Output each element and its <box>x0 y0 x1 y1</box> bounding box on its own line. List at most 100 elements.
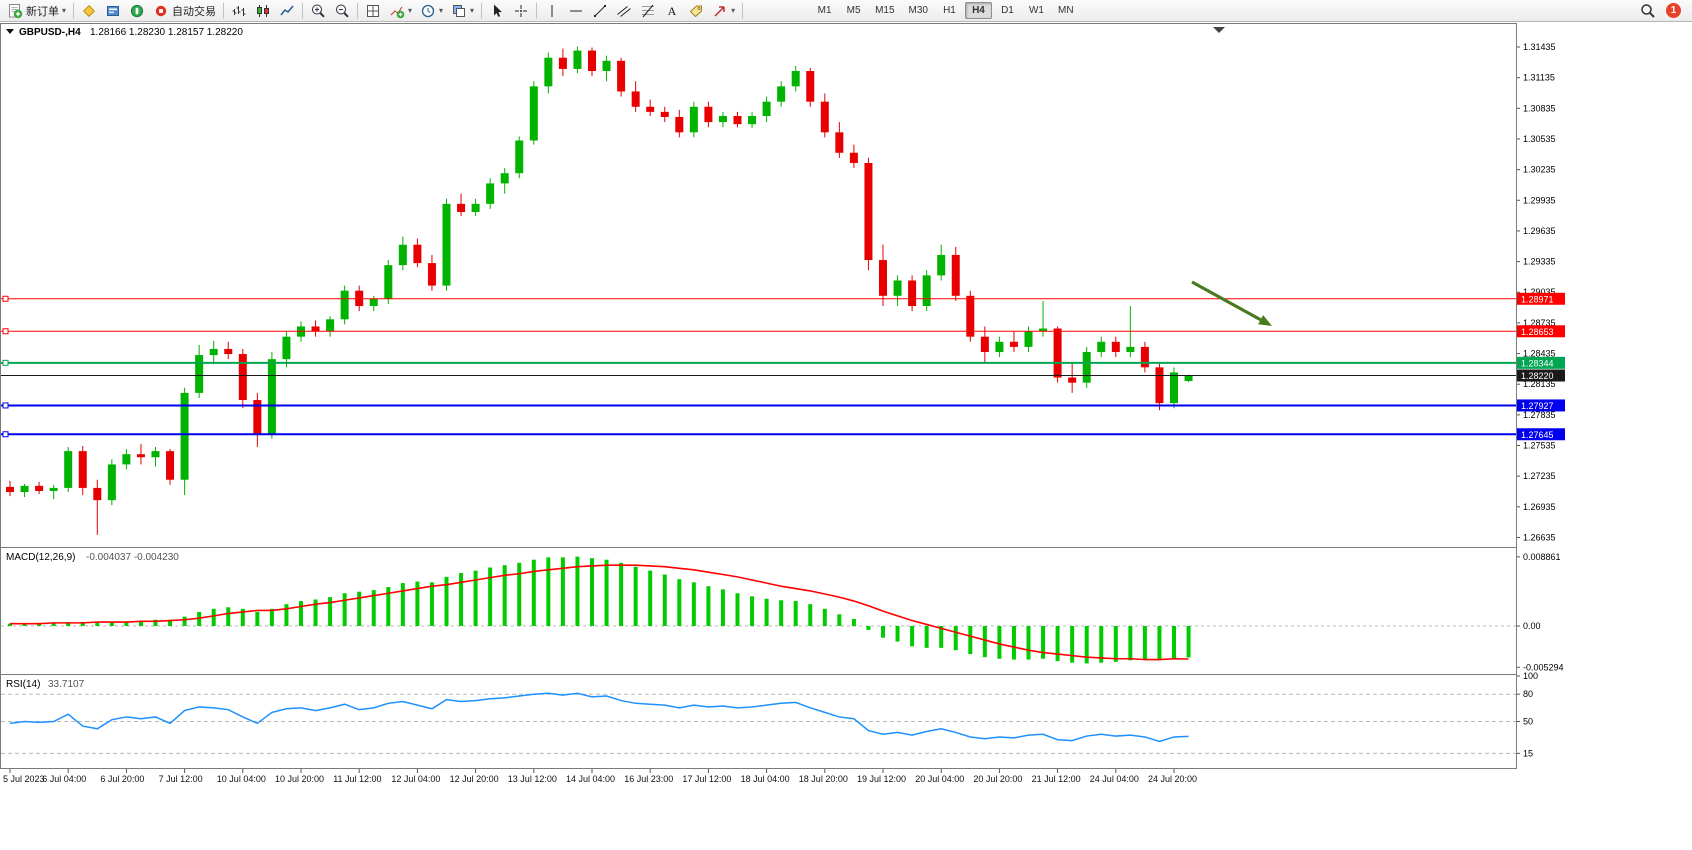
main-toolbar: 新订单 ▾ 自动交易 <box>0 0 1692 22</box>
metaeditor-button[interactable] <box>77 1 101 21</box>
horizontal-line-1.28344[interactable]: 1.28344 <box>1 356 1565 369</box>
line-chart-button[interactable] <box>275 1 299 21</box>
autotrading-label: 自动交易 <box>172 5 217 18</box>
timeframe-m5-button[interactable]: M5 <box>846 5 861 16</box>
timeframe-h1-button[interactable]: H1 <box>943 5 956 16</box>
horizontal-line-1.28653[interactable]: 1.28653 <box>1 325 1565 338</box>
arrow-objects-icon <box>714 5 725 17</box>
horizontal-line-1.27645[interactable]: 1.27645 <box>1 428 1565 441</box>
svg-text:1.27235: 1.27235 <box>1523 471 1556 481</box>
svg-text:GBPUSD-,H4: GBPUSD-,H4 <box>19 27 81 38</box>
chevron-down-icon: ▾ <box>439 5 444 15</box>
svg-text:12 Jul 04:00: 12 Jul 04:00 <box>391 774 440 784</box>
timeframe-w1-button[interactable]: W1 <box>1028 5 1044 16</box>
line-handle[interactable] <box>2 431 9 438</box>
new-order-button[interactable]: 新订单 ▾ <box>3 1 70 21</box>
svg-text:100: 100 <box>1523 671 1538 681</box>
line-chart-icon <box>280 5 294 15</box>
chart-title: GBPUSD-,H4 1.28166 1.28230 1.28157 1.2822… <box>6 27 243 38</box>
vertical-line-tool-button[interactable] <box>540 1 564 21</box>
timeframe-h4-button[interactable]: H4 <box>964 2 992 19</box>
indicators-button[interactable]: ▾ <box>385 1 416 21</box>
mobile-app-button[interactable] <box>125 1 149 21</box>
toolbar-separator <box>302 2 304 19</box>
bar-chart-button[interactable] <box>227 1 251 21</box>
trendline-tool-button[interactable] <box>588 1 612 21</box>
svg-text:5 Jul 2023: 5 Jul 2023 <box>3 774 45 784</box>
rsi-label: RSI(14) <box>6 679 40 690</box>
svg-text:10 Jul 20:00: 10 Jul 20:00 <box>275 774 324 784</box>
svg-text:1.29635: 1.29635 <box>1523 226 1556 236</box>
svg-text:1.30535: 1.30535 <box>1523 134 1556 144</box>
horizontal-line-1.28971[interactable]: 1.28971 <box>1 292 1565 305</box>
vertical-line-icon <box>551 4 553 17</box>
timeframe-mn-button[interactable]: MN <box>1057 5 1074 16</box>
arrows-tool-button[interactable]: ▾ <box>708 1 739 21</box>
zoom-in-icon <box>312 4 325 17</box>
line-handle[interactable] <box>2 402 9 409</box>
fibonacci-tool-button[interactable] <box>636 1 660 21</box>
svg-text:16 Jul 23:00: 16 Jul 23:00 <box>624 774 673 784</box>
timeframe-m30-button[interactable]: M30 <box>908 5 928 16</box>
notification-badge[interactable]: 1 <box>1666 3 1681 18</box>
indicators-icon <box>390 6 405 18</box>
tile-windows-button[interactable] <box>361 1 385 21</box>
svg-text:1.28435: 1.28435 <box>1523 349 1556 359</box>
chevron-down-icon: ▾ <box>470 5 475 15</box>
text-tool-button[interactable]: A <box>660 1 684 21</box>
candlesticks <box>6 46 1193 535</box>
search-icon[interactable] <box>1640 3 1656 19</box>
svg-text:1.30235: 1.30235 <box>1523 165 1556 175</box>
line-handle[interactable] <box>2 295 9 302</box>
candlestick-chart-button[interactable] <box>251 1 275 21</box>
current-price-line[interactable]: 1.28220 <box>1 369 1565 382</box>
terminal-button[interactable] <box>101 1 125 21</box>
text-icon: A <box>668 4 677 18</box>
timeframe-d1-button[interactable]: D1 <box>1001 5 1014 16</box>
symbol-menu-icon[interactable] <box>6 29 14 34</box>
toolbar-separator <box>73 2 75 19</box>
autotrading-status-icon <box>155 5 167 16</box>
price-axis: 1.31435 1.31135 1.30835 1.30535 1.30235 1.299… <box>1517 42 1556 542</box>
mobile-app-icon <box>130 4 144 17</box>
svg-text:6 Jul 20:00: 6 Jul 20:00 <box>100 774 144 784</box>
price-tag <box>1517 369 1565 382</box>
chart-shift-marker[interactable] <box>1213 27 1225 33</box>
zoom-in-button[interactable] <box>306 1 330 21</box>
crosshair-button[interactable] <box>509 1 533 21</box>
rsi-panel: 100 80 50 15 RSI(14) 33.7107 <box>1 671 1538 758</box>
zoom-out-button[interactable] <box>330 1 354 21</box>
periods-button[interactable]: ▾ <box>416 1 447 21</box>
svg-text:0.00: 0.00 <box>1523 621 1541 631</box>
terminal-icon <box>107 5 120 16</box>
svg-text:1.28735: 1.28735 <box>1523 318 1556 328</box>
svg-text:1.27645: 1.27645 <box>1521 430 1554 440</box>
svg-text:1.30835: 1.30835 <box>1523 103 1556 113</box>
trendline-icon <box>594 4 607 17</box>
horizontal-line-tool-button[interactable] <box>564 1 588 21</box>
channel-tool-button[interactable] <box>612 1 636 21</box>
trend-arrow[interactable] <box>1191 280 1272 326</box>
chart-canvas[interactable]: 1.31435 1.31135 1.30835 1.30535 1.30235 1.299… <box>0 22 1692 850</box>
bar-chart-icon <box>232 5 246 16</box>
line-handle[interactable] <box>2 359 9 366</box>
price-tag <box>1517 292 1565 305</box>
horizontal-line-1.27927[interactable]: 1.27927 <box>1 399 1565 412</box>
chevron-down-icon: ▾ <box>731 5 736 15</box>
svg-text:15: 15 <box>1523 748 1533 758</box>
svg-text:1.29335: 1.29335 <box>1523 257 1556 267</box>
line-handle[interactable] <box>2 328 9 335</box>
svg-text:14 Jul 04:00: 14 Jul 04:00 <box>566 774 615 784</box>
svg-text:1.27535: 1.27535 <box>1523 441 1556 451</box>
cursor-button[interactable] <box>485 1 509 21</box>
svg-text:1.29935: 1.29935 <box>1523 195 1556 205</box>
svg-text:10 Jul 04:00: 10 Jul 04:00 <box>217 774 266 784</box>
timeframe-m1-button[interactable]: M1 <box>817 5 832 16</box>
chevron-down-icon: ▾ <box>408 5 413 15</box>
label-tool-button[interactable] <box>684 1 708 21</box>
svg-text:1.27835: 1.27835 <box>1523 410 1556 420</box>
templates-button[interactable]: ▾ <box>447 1 478 21</box>
timeframe-m15-button[interactable]: M15 <box>875 5 895 16</box>
autotrading-button[interactable]: 自动交易 <box>149 1 220 21</box>
